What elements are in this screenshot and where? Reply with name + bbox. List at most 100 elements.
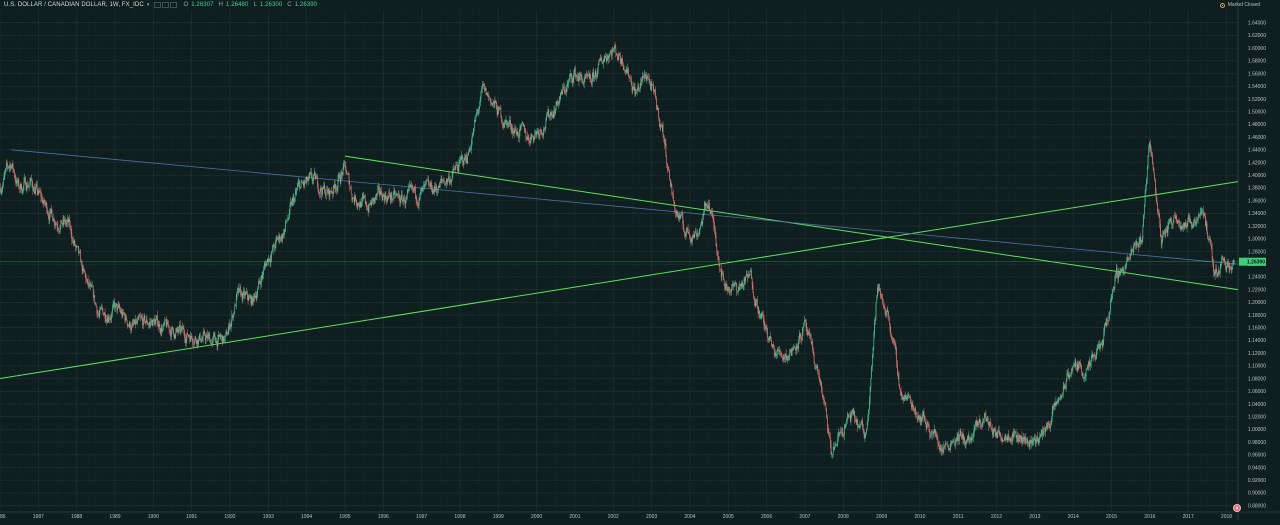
candle-body (563, 86, 564, 89)
candle-body (283, 231, 285, 237)
candle-body (527, 136, 528, 140)
candle-body (528, 137, 530, 142)
candle-body (650, 85, 652, 89)
candle-body (244, 294, 246, 296)
candle-body (12, 163, 14, 169)
candle-body (1103, 332, 1105, 341)
candle-body (1002, 440, 1004, 442)
candle-body (583, 83, 584, 85)
candle-body (852, 409, 854, 414)
candle-body (706, 203, 707, 206)
candle-body (917, 417, 919, 420)
candle-body (615, 46, 617, 54)
symbol-title[interactable]: U.S. DOLLAR / CANADIAN DOLLAR, 1W, FX_ID… (4, 2, 144, 8)
candle-body (540, 129, 541, 131)
candle-body (417, 203, 418, 206)
candle-body (470, 149, 471, 150)
candle-body (691, 241, 693, 242)
candle-body (944, 443, 946, 447)
candle-body (23, 181, 25, 187)
chart-settings-button[interactable] (1233, 504, 1241, 512)
candle-body (19, 183, 21, 189)
candle-body (1202, 210, 1204, 215)
candle-body (660, 125, 662, 127)
candle-body (241, 293, 243, 300)
candle-body (551, 112, 553, 117)
candle-body (30, 177, 32, 180)
symbol-dropdown-icon[interactable]: ▾ (146, 2, 150, 8)
candle-body (460, 156, 462, 159)
candle-body (849, 415, 851, 421)
candle-body (778, 349, 780, 353)
candle-body (410, 184, 412, 187)
candle-body (546, 115, 547, 121)
time-axis-label: 1992 (224, 514, 235, 520)
candle-body (730, 291, 732, 292)
candle-body (709, 210, 711, 214)
candle-body (28, 186, 29, 188)
candle-body (235, 297, 237, 307)
candle-body (949, 448, 951, 450)
candle-body (157, 315, 158, 324)
candle-body (974, 425, 976, 429)
candle-body (257, 289, 258, 296)
candle-body (53, 218, 54, 222)
ohlc-high-value: 1.26480 (226, 2, 249, 8)
candle-body (9, 164, 11, 168)
candle-body (1093, 354, 1095, 356)
candle-body (195, 337, 197, 340)
candle-body (302, 182, 303, 183)
candle-body (1009, 439, 1011, 440)
candle-body (631, 84, 633, 91)
candle-body (268, 258, 270, 262)
candle-body (799, 333, 800, 340)
trendline-green[interactable] (0, 181, 1239, 380)
candle-body (298, 181, 300, 183)
candle-body (233, 313, 235, 314)
candle-body (1099, 344, 1100, 349)
candle-body (961, 433, 963, 439)
candle-body (975, 421, 977, 426)
candle-body (77, 246, 79, 247)
candle-body (205, 338, 207, 341)
candle-body (1180, 226, 1182, 230)
candle-body (1200, 211, 1202, 213)
candle-body (294, 193, 296, 199)
candle-body (469, 149, 471, 150)
candle-body (210, 341, 211, 342)
candle-body (607, 56, 609, 59)
candle-body (925, 424, 927, 428)
candle-body (366, 205, 368, 210)
candle-body (207, 336, 209, 339)
candle-body (795, 347, 797, 351)
candle-body (737, 290, 739, 292)
candle-body (1199, 212, 1201, 215)
candle-body (678, 214, 679, 219)
candle-body (434, 186, 435, 192)
candle-body (322, 187, 323, 195)
candle-body (947, 444, 948, 446)
candle-body (1201, 211, 1203, 212)
candle-body (118, 305, 120, 308)
candle-body (419, 194, 421, 199)
legend-toggle-icons[interactable] (154, 2, 178, 8)
candle-body (1152, 163, 1154, 169)
candle-body (714, 226, 715, 230)
candle-body (867, 416, 869, 422)
price-axis-label: 1.40000 (1248, 173, 1266, 179)
candle-body (154, 322, 156, 325)
candle-body (912, 404, 914, 407)
candle-body (841, 431, 843, 433)
candle-body (1081, 365, 1083, 373)
candle-body (334, 184, 336, 189)
candle-body (855, 418, 856, 420)
candle-body (1088, 361, 1090, 368)
market-status[interactable]: Market Closed (1219, 0, 1260, 10)
candle-body (1, 190, 3, 192)
time-axis-label: 2006 (761, 514, 772, 520)
candle-body (543, 129, 544, 136)
candle-body (740, 284, 741, 286)
trendline-blue[interactable] (11, 149, 1239, 265)
